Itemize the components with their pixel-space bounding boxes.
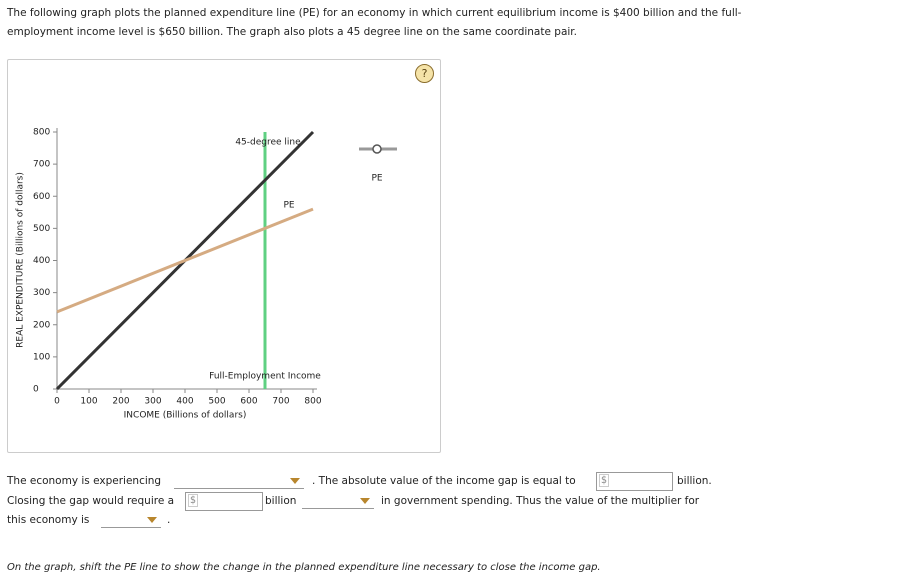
series-label: PE xyxy=(283,201,294,211)
full-employment-label: Full-Employment Income xyxy=(209,372,321,382)
x-tick-label: 600 xyxy=(240,397,257,407)
help-button[interactable]: ? xyxy=(415,64,434,83)
x-tick-label: 0 xyxy=(54,397,60,407)
series-line xyxy=(56,207,314,314)
y-tick-label: 200 xyxy=(33,320,50,330)
series-label: 45-degree line xyxy=(235,138,301,148)
y-tick-label: 600 xyxy=(33,192,50,202)
y-tick-label: 700 xyxy=(33,160,50,170)
legend-label: PE xyxy=(371,174,382,184)
question-text: billion. xyxy=(677,475,712,487)
intro: The following graph plots the planned ex… xyxy=(7,7,742,38)
currency: $ xyxy=(599,474,610,487)
question-text: . The absolute value of the income gap i… xyxy=(312,475,576,487)
currency: $ xyxy=(188,494,199,507)
y-axis-label: REAL EXPENDITURE (Billions of dollars) xyxy=(16,172,26,348)
question-text: The economy is experiencing xyxy=(7,475,162,487)
question-text: in government spending. Thus the value o… xyxy=(381,495,700,507)
question-text: . xyxy=(167,514,171,526)
y-tick-label: 400 xyxy=(33,256,50,266)
dropdown[interactable] xyxy=(302,494,374,509)
y-tick-label: 800 xyxy=(33,128,50,138)
graph-panel xyxy=(7,59,441,453)
input-box[interactable]: $ xyxy=(596,472,673,491)
y-tick-label: 300 xyxy=(33,288,50,298)
y-tick-label: 100 xyxy=(33,352,50,362)
x-tick-label: 500 xyxy=(208,397,225,407)
y-tick-label: 500 xyxy=(33,224,50,234)
x-tick-label: 800 xyxy=(304,397,321,407)
question-text: this economy is xyxy=(7,514,90,526)
x-axis-label: INCOME (Billions of dollars) xyxy=(124,411,247,421)
question-text: Closing the gap would require a xyxy=(7,495,175,507)
dropdown[interactable] xyxy=(174,474,304,489)
x-tick-label: 400 xyxy=(176,397,193,407)
input-box[interactable]: $ xyxy=(185,492,263,511)
x-tick-label: 700 xyxy=(272,397,289,407)
legend-marker xyxy=(372,144,382,154)
x-tick-label: 100 xyxy=(80,397,97,407)
dropdown[interactable] xyxy=(101,513,161,528)
instruction: On the graph, shift the PE line to show … xyxy=(7,562,601,573)
chart: 0 100 200 300 400 500 600 700 800 0 100 200 300 400 50… xyxy=(16,128,397,421)
x-tick-label: 200 xyxy=(112,397,129,407)
y-tick-label: 0 xyxy=(33,385,39,395)
x-tick-label: 300 xyxy=(144,397,161,407)
question-text: billion xyxy=(265,495,297,507)
